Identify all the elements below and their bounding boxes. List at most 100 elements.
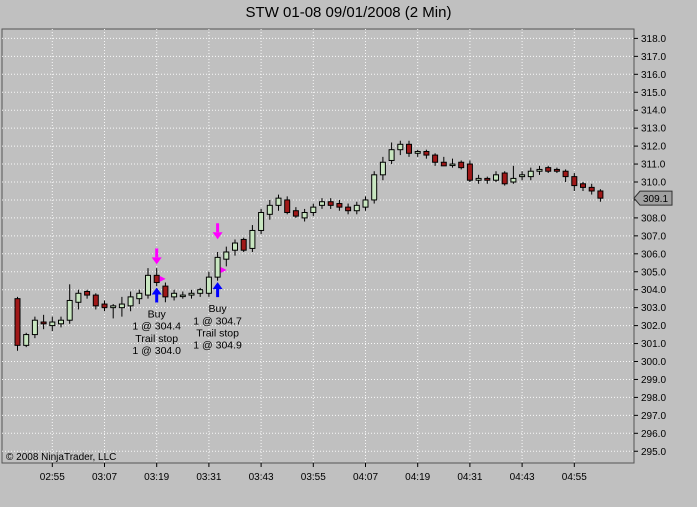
candle — [66, 284, 73, 324]
y-tick-label: 317.0 — [641, 52, 666, 63]
candle-body — [66, 299, 73, 321]
candle-body — [284, 199, 291, 214]
candle — [40, 314, 47, 330]
candle-body — [597, 190, 604, 199]
candle-body — [58, 319, 64, 325]
candle — [388, 142, 395, 165]
candle — [501, 171, 508, 186]
candle-body — [171, 292, 178, 298]
candle-body — [414, 150, 421, 154]
candle — [597, 189, 604, 202]
last-price-label: 309.1 — [643, 194, 668, 205]
candle-body — [162, 285, 169, 298]
candle-body — [292, 210, 299, 217]
candle-body — [101, 303, 108, 309]
candle — [536, 165, 543, 175]
candle — [379, 156, 386, 181]
candle — [197, 287, 204, 297]
candle — [136, 289, 143, 305]
candle — [232, 239, 238, 256]
x-tick-label: 03:31 — [196, 472, 221, 483]
candle — [171, 289, 178, 301]
y-tick-label: 318.0 — [641, 34, 666, 45]
candle — [266, 199, 273, 220]
exit-arrow-head — [151, 257, 162, 265]
y-tick-label: 308.0 — [641, 213, 666, 224]
x-tick-label: 02:55 — [40, 472, 65, 483]
candles — [14, 140, 604, 351]
y-tick-label: 296.0 — [641, 429, 666, 440]
candle-body — [49, 321, 56, 327]
y-tick-label: 316.0 — [641, 70, 666, 81]
copyright: © 2008 NinjaTrader, LLC — [6, 452, 116, 463]
y-tick-label: 310.0 — [641, 178, 666, 189]
y-tick-label: 301.0 — [641, 339, 666, 350]
candle — [510, 165, 517, 184]
candle — [162, 282, 169, 303]
candle — [240, 237, 247, 253]
candle — [84, 289, 91, 299]
candle-body — [232, 242, 238, 251]
candle-body — [110, 305, 117, 309]
candle — [92, 293, 99, 310]
candle-body — [153, 274, 160, 284]
candle-body — [371, 174, 378, 201]
y-tick-label: 298.0 — [641, 393, 666, 404]
candle-body — [84, 290, 91, 296]
last-price-marker: 309.1 — [633, 190, 673, 206]
annotation-text: Buy — [209, 303, 228, 315]
y-tick-label: 307.0 — [641, 231, 666, 242]
candle-body — [127, 296, 134, 307]
candle — [353, 201, 360, 215]
x-tick-label: 03:07 — [92, 472, 117, 483]
y-tick-label: 313.0 — [641, 124, 666, 135]
candle-body — [240, 238, 247, 251]
annotation-text: 1 @ 304.0 — [132, 345, 181, 357]
candle — [301, 208, 308, 222]
candle — [205, 271, 212, 297]
annotation-text: Trail stop — [196, 328, 239, 340]
candle-body — [145, 274, 151, 296]
candle-body — [580, 183, 586, 188]
candle-body — [275, 197, 282, 206]
candle — [258, 208, 265, 235]
last-price-box — [633, 190, 673, 206]
y-tick-label: 311.0 — [641, 160, 666, 171]
candle — [101, 300, 108, 312]
candle — [553, 167, 560, 174]
candle — [110, 304, 117, 319]
y-tick-label: 304.0 — [641, 285, 666, 296]
candle — [362, 196, 369, 211]
x-tick-label: 04:31 — [457, 472, 482, 483]
y-tick-label: 315.0 — [641, 88, 666, 99]
annotation-text: 1 @ 304.7 — [193, 315, 242, 327]
candle — [423, 149, 430, 159]
candle — [571, 173, 578, 191]
annotation-text: 1 @ 304.4 — [132, 321, 181, 333]
x-tick-label: 04:07 — [353, 472, 378, 483]
candle — [319, 198, 325, 209]
trail-marker — [220, 266, 227, 273]
candle-body — [301, 212, 308, 219]
candle — [75, 289, 82, 310]
candle — [118, 296, 125, 317]
candle — [484, 176, 491, 184]
candle — [214, 252, 221, 281]
plot-area — [1, 28, 635, 464]
candle — [414, 149, 421, 157]
y-axis: 318.0 317.0 316.0 315.0 314.0 313.0 312.0 311.0… — [634, 34, 666, 458]
candle-body — [449, 163, 456, 167]
annotation-text: Trail stop — [135, 333, 178, 345]
candle — [127, 291, 134, 312]
candle-body — [553, 168, 560, 172]
y-tick-label: 305.0 — [641, 267, 666, 278]
candle-body — [440, 161, 447, 167]
candle-body — [432, 154, 439, 163]
candle-body — [23, 334, 30, 346]
candle — [406, 140, 412, 157]
candle — [179, 291, 186, 299]
candle — [336, 199, 343, 211]
candle — [31, 316, 38, 339]
